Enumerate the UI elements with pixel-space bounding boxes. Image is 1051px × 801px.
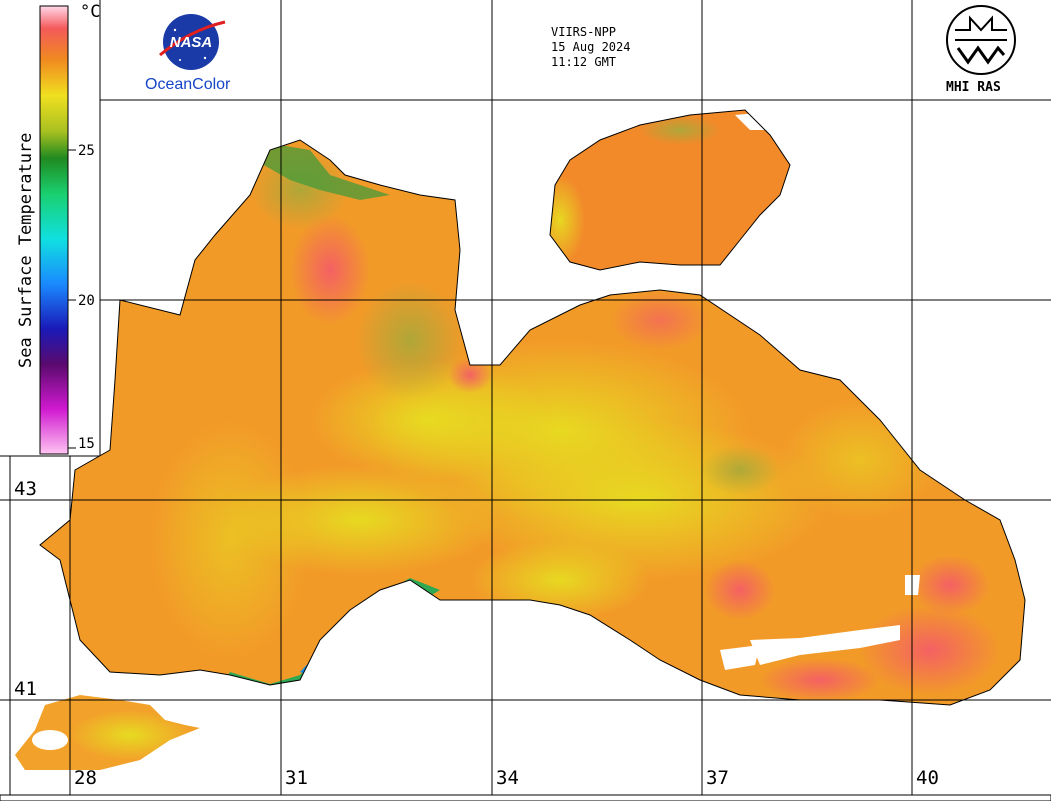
colorbar-tick-15: 15 [78, 436, 95, 452]
black-sea-sst-field [39, 139, 1026, 706]
mhi-ras-label: MHI RAS [946, 80, 1001, 95]
sea-of-azov [549, 109, 791, 271]
nasa-logo [159, 14, 226, 70]
lon-label-31: 31 [285, 767, 308, 789]
lon-label-34: 34 [496, 767, 519, 789]
colorbar [0, 0, 101, 457]
frame-scale [0, 456, 1051, 801]
lon-label-40: 40 [916, 767, 939, 789]
lat-label-41: 41 [14, 678, 37, 700]
oceancolor-label: OceanColor [145, 76, 231, 93]
colorbar-tick-20: 20 [78, 293, 95, 309]
colorbar-unit: °C [80, 2, 101, 22]
sensor-label: VIIRS-NPP [551, 25, 617, 39]
colorbar-title: Sea Surface Temperature [16, 132, 36, 368]
colorbar-tick-25: 25 [78, 143, 95, 159]
lon-label-28: 28 [74, 767, 97, 789]
lon-label-37: 37 [706, 767, 729, 789]
nasa-logo-text: NASA [169, 34, 213, 51]
mhi-ras-logo [946, 5, 1016, 75]
date-label: 15 Aug 2024 [551, 40, 631, 54]
lat-label-43: 43 [14, 478, 37, 500]
time-label: 11:12 GMT [551, 55, 617, 69]
sea-of-marmara [15, 695, 200, 770]
